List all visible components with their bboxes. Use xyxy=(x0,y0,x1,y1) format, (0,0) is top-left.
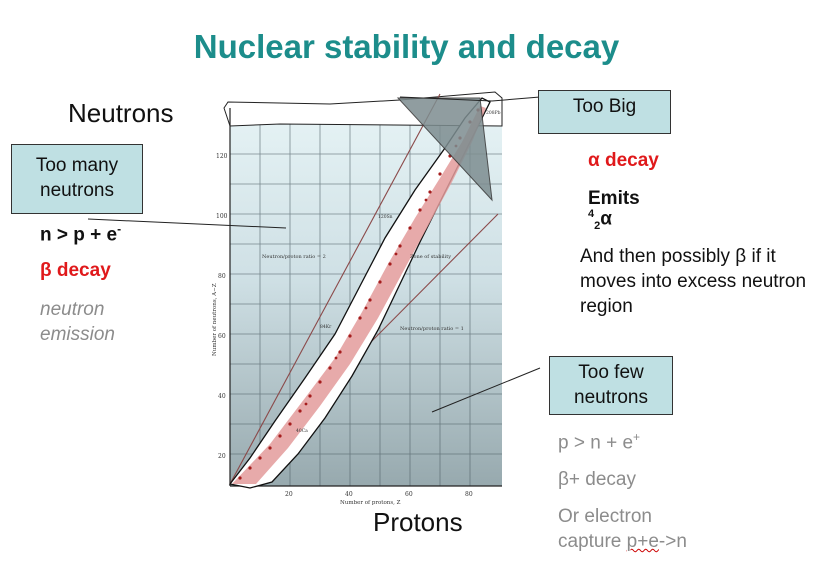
y-tick-label: 40 xyxy=(218,393,226,400)
neutrons-axis-word: Neutrons xyxy=(68,98,174,128)
equation-sup: - xyxy=(117,222,122,236)
x-axis-title: Number of protons, Z xyxy=(340,500,401,506)
y-tick-label: 120 xyxy=(216,153,228,160)
x-tick-label: 80 xyxy=(465,491,473,498)
then-beta-note: And then possibly β if it moves into exc… xyxy=(580,246,807,317)
alpha-mass-number: 4 xyxy=(588,208,595,220)
alpha-symbol: α xyxy=(588,150,600,171)
isotope-label: 208Pb xyxy=(486,110,501,116)
y-tick-label: 60 xyxy=(218,333,226,340)
too-many-neutrons-callout: Too many neutrons xyxy=(11,144,143,214)
capture-arrow: ->n xyxy=(658,531,687,552)
y-tick-label: 100 xyxy=(216,213,228,220)
proton-decay-equation: p > n + e+ xyxy=(558,430,640,454)
x-tick-label: 20 xyxy=(285,491,293,498)
electron-capture-line-1: Or electron xyxy=(558,506,652,527)
ratio-2-label: Neutron/proton ratio = 2 xyxy=(262,254,326,260)
x-tick-label: 40 xyxy=(345,491,353,498)
alpha-decay-label: α decay xyxy=(588,150,659,172)
beta-decay-text: decay xyxy=(51,260,111,281)
emits-label: Emits xyxy=(588,188,640,209)
x-tick-label: 60 xyxy=(405,491,413,498)
alpha-char: α xyxy=(600,208,612,230)
too-few-neutrons-callout: Too few neutrons xyxy=(549,356,673,415)
equation-sup: + xyxy=(633,430,641,444)
electron-capture-line-2: capture p+e->n xyxy=(558,531,687,553)
isotope-label: 40Ca xyxy=(296,428,308,434)
y-axis-title: Number of neutrons, A−Z xyxy=(212,283,218,356)
ratio-2-line xyxy=(229,93,441,485)
too-big-callout: Too Big xyxy=(538,90,671,134)
alpha-particle-notation: 42α xyxy=(588,208,612,232)
stability-zone-outline xyxy=(228,97,491,489)
ratio-1-label: Neutron/proton ratio = 1 xyxy=(400,326,464,332)
beta-plus-decay-label: β+ decay xyxy=(558,469,637,490)
isotope-label: 84Kr xyxy=(320,324,332,330)
beta-decay-label: β decay xyxy=(40,260,111,282)
alpha-atomic-number: 2 xyxy=(594,220,601,233)
alpha-decay-text: decay xyxy=(599,150,659,171)
equation-text: n > p + e xyxy=(40,224,118,246)
equation-text: p > n + e xyxy=(558,432,634,454)
capture-reaction: p+e xyxy=(626,531,659,552)
zone-of-stability-label: Zone of stability xyxy=(410,254,451,260)
capture-word: capture xyxy=(558,531,627,552)
beta-symbol: β xyxy=(40,260,52,281)
neutron-decay-equation: n > p + e- xyxy=(40,222,121,246)
y-tick-label: 80 xyxy=(218,273,226,280)
protons-axis-word: Protons xyxy=(373,507,463,537)
neutron-emission-label: neutron emission xyxy=(40,299,115,345)
stability-chart-figure: 20 40 60 80 100 120 20 40 60 80 Number o… xyxy=(210,91,505,506)
isotope-label: 120Sn xyxy=(378,214,393,220)
slide-title: Nuclear stability and decay xyxy=(193,28,620,65)
y-tick-label: 20 xyxy=(218,453,226,460)
